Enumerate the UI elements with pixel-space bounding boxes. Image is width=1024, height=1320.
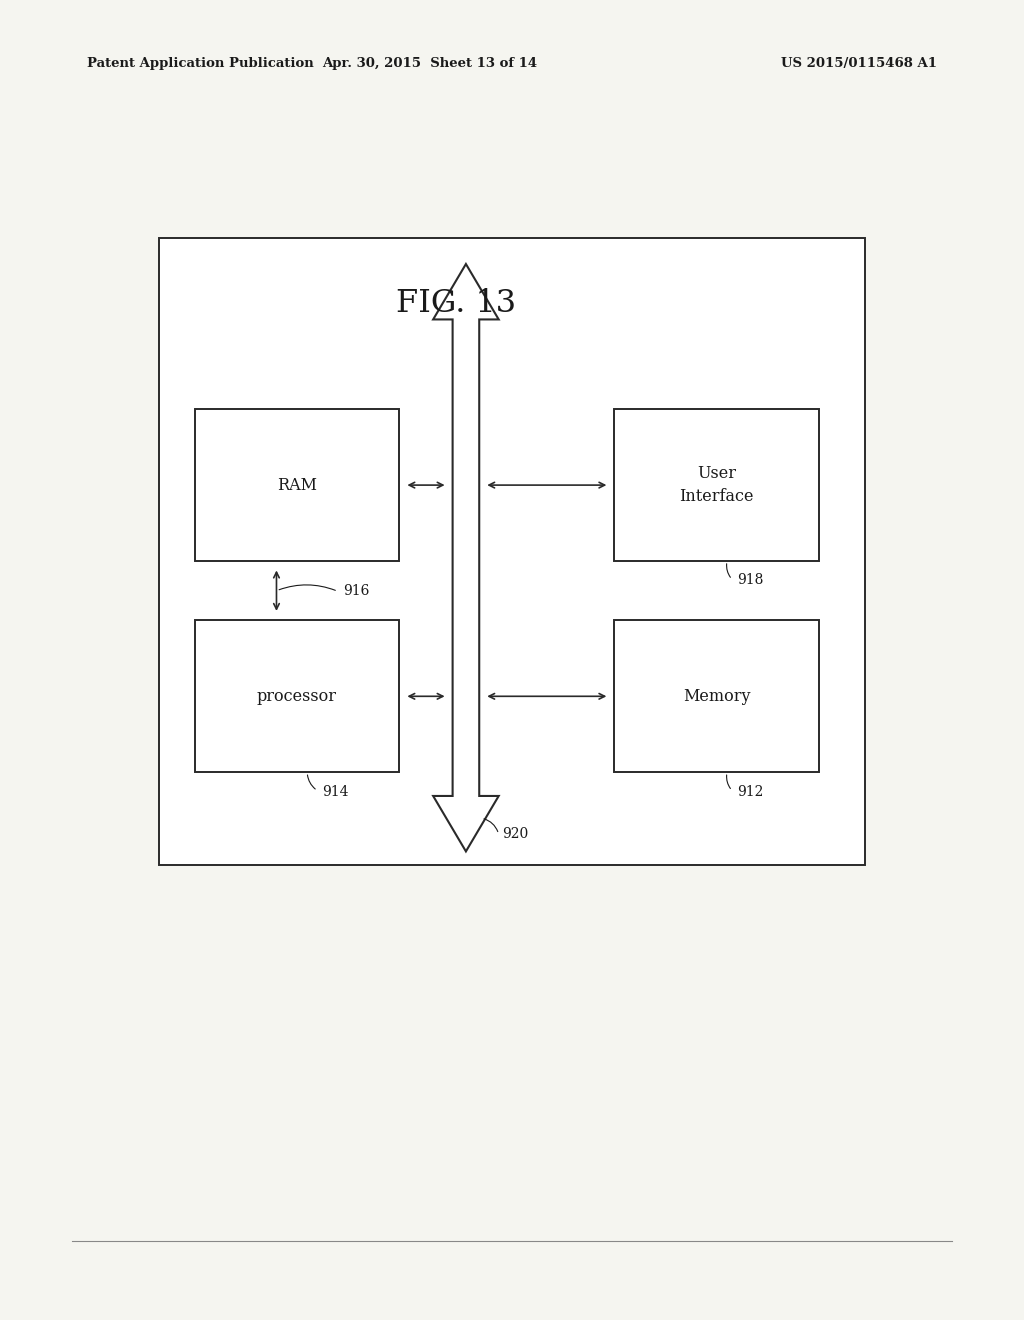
Bar bbox=[614, 409, 819, 561]
Text: 920: 920 bbox=[502, 828, 528, 841]
Text: 900: 900 bbox=[718, 421, 746, 436]
Text: 912: 912 bbox=[737, 784, 764, 799]
Text: Memory: Memory bbox=[683, 688, 751, 705]
Text: User
Interface: User Interface bbox=[680, 466, 754, 504]
Text: 916: 916 bbox=[343, 585, 370, 598]
Text: FIG. 13: FIG. 13 bbox=[395, 288, 516, 319]
Text: US 2015/0115468 A1: US 2015/0115468 A1 bbox=[781, 57, 937, 70]
Bar bbox=[614, 620, 819, 772]
Text: Patent Application Publication: Patent Application Publication bbox=[87, 57, 313, 70]
Polygon shape bbox=[433, 264, 499, 851]
Text: Apr. 30, 2015  Sheet 13 of 14: Apr. 30, 2015 Sheet 13 of 14 bbox=[323, 57, 538, 70]
Bar bbox=[195, 409, 399, 561]
Text: 918: 918 bbox=[737, 573, 764, 587]
Bar bbox=[159, 238, 865, 865]
Bar bbox=[195, 620, 399, 772]
Text: RAM: RAM bbox=[276, 477, 317, 494]
Text: 914: 914 bbox=[323, 784, 349, 799]
Text: processor: processor bbox=[257, 688, 337, 705]
